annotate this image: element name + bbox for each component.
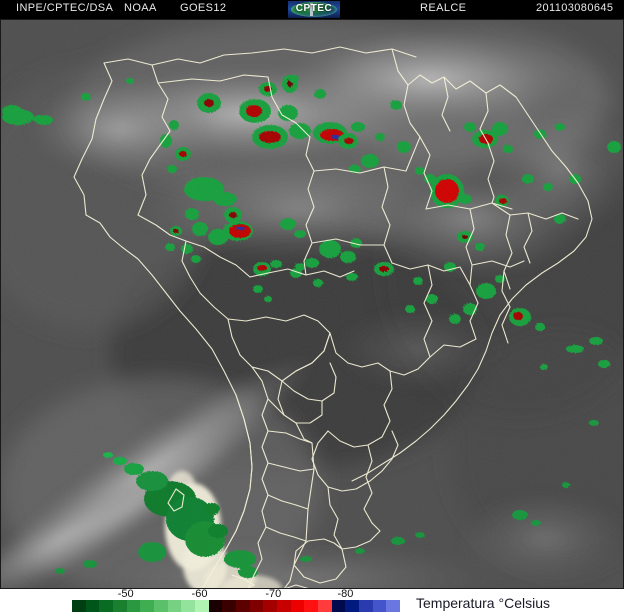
header-satellite-label: GOES12 xyxy=(180,2,227,14)
colorbar-segment xyxy=(345,600,360,612)
colorbar-tick-label: -50 xyxy=(117,588,134,600)
legend-title: Temperatura °Celsius xyxy=(416,595,550,611)
header-product-label: REALCE xyxy=(420,2,467,14)
colorbar-segment xyxy=(154,600,168,612)
colorbar-segment xyxy=(304,600,319,612)
colorbar-segment xyxy=(181,600,196,612)
colorbar-segment xyxy=(167,600,182,612)
colorbar-segment xyxy=(290,600,305,612)
colorbar-segment xyxy=(208,600,223,612)
colorbar-segment xyxy=(113,600,127,612)
cptec-logo-text: CPTEC xyxy=(295,3,333,14)
colorbar-segment xyxy=(222,600,237,612)
image-noise-overlay xyxy=(0,19,624,589)
colorbar-segment xyxy=(359,600,373,612)
header-agency-label: NOAA xyxy=(124,2,157,14)
header-bar: INPE/CPTEC/DSA NOAA GOES12 REALCE 201103… xyxy=(0,0,624,19)
header-timestamp-label: 201103080645 xyxy=(536,2,614,14)
colorbar-segment xyxy=(140,600,155,612)
colorbar-tick-label: -70 xyxy=(265,588,282,600)
cptec-logo-icon: CPTEC xyxy=(288,1,340,18)
colorbar-segment xyxy=(99,600,114,612)
colorbar-segment xyxy=(386,600,401,612)
cptec-logo-ellipse xyxy=(291,2,337,17)
legend-bar: Temperatura °Celsius -50 -60 -70 -80 xyxy=(0,588,624,614)
colorbar-segment xyxy=(263,600,278,612)
colorbar-segment xyxy=(277,600,291,612)
satellite-image xyxy=(0,19,624,589)
colorbar xyxy=(72,600,401,612)
colorbar-tick-label: -60 xyxy=(191,588,208,600)
colorbar-segment xyxy=(372,600,387,612)
colorbar-segment xyxy=(331,600,346,612)
satellite-canvas xyxy=(0,19,624,589)
colorbar-segment xyxy=(318,600,332,612)
header-source-label: INPE/CPTEC/DSA xyxy=(16,2,114,14)
colorbar-tick-label: -80 xyxy=(337,588,354,600)
colorbar-segment xyxy=(85,600,100,612)
colorbar-segment xyxy=(249,600,264,612)
colorbar-segment xyxy=(236,600,250,612)
colorbar-segment xyxy=(126,600,141,612)
colorbar-segment xyxy=(195,600,209,612)
colorbar-segment xyxy=(72,600,86,612)
cptec-logo-bar xyxy=(310,3,313,16)
